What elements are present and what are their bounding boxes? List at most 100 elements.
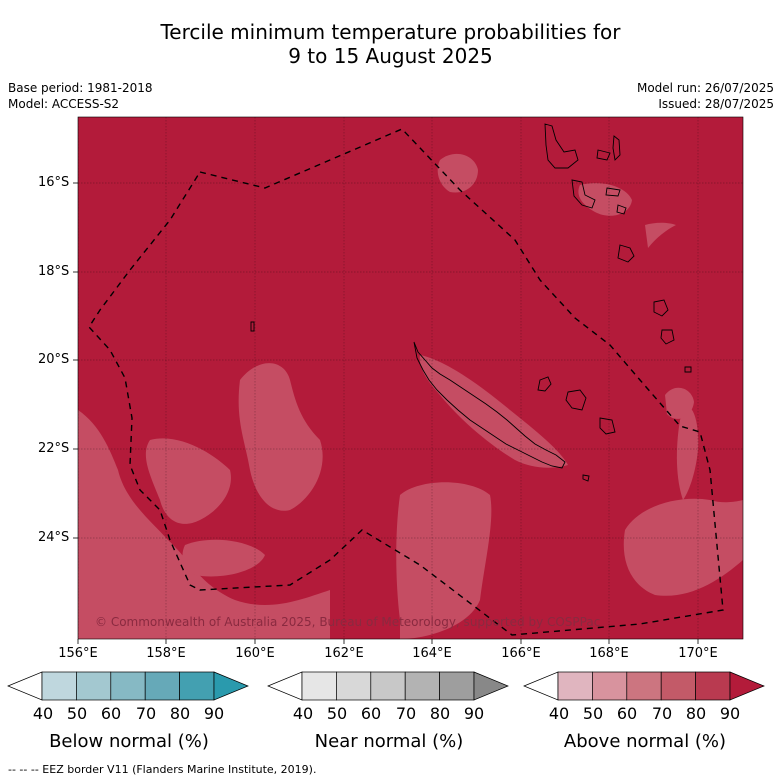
map-frame [77, 116, 744, 640]
colorbar-segment [557, 671, 593, 701]
below-tick-60: 60 [100, 704, 122, 723]
colorbar-segment [144, 671, 180, 701]
above-normal-title: Above normal (%) [563, 731, 727, 752]
above-tick-70: 70 [651, 704, 673, 723]
colorbar-segment [660, 671, 696, 701]
loyalty-island-1 [537, 376, 552, 392]
copyright-text: © Commonwealth of Australia 2025, Bureau… [95, 615, 600, 629]
colorbar-segment [592, 671, 628, 701]
region-east-patch [645, 222, 676, 248]
vanuatu-ambrym [605, 187, 621, 197]
colorbar-low-end [7, 671, 43, 701]
eez-footer-note: -- -- -- EEZ border V11 (Flanders Marine… [8, 763, 317, 776]
region-east-lower [623, 498, 743, 596]
region-south-lobe [145, 438, 231, 524]
above-tick-80: 80 [685, 704, 707, 723]
lon-label-158e: 158°E [146, 646, 186, 661]
axis-ticks [73, 182, 699, 644]
region-new-caledonia-halo [419, 355, 568, 468]
near-tick-60: 60 [360, 704, 382, 723]
base-period-label: Base period: 1981-2018 [8, 81, 153, 95]
vanuatu-erromango [653, 299, 669, 317]
above-tick-50: 50 [582, 704, 604, 723]
new-caledonia-coast [413, 341, 566, 469]
vanuatu-tanna [660, 329, 675, 345]
below-tick-70: 70 [135, 704, 157, 723]
chesterfield-islands [250, 321, 255, 332]
lighter-probability-regions [78, 153, 743, 639]
colorbar-segment [301, 671, 337, 701]
lon-label-156e: 156°E [58, 646, 98, 661]
near-tick-50: 50 [326, 704, 348, 723]
vanuatu-malakula [571, 179, 596, 209]
lat-label-18s: 18°S [38, 264, 70, 279]
isle-of-pines [582, 474, 590, 482]
model-run-label: Model run: 26/07/2025 [636, 81, 774, 95]
model-label: Model: ACCESS-S2 [8, 97, 120, 111]
below-tick-50: 50 [66, 704, 88, 723]
region-east-strip [676, 407, 699, 500]
chart-title-line2: 9 to 15 August 2025 [288, 44, 493, 68]
lon-label-164e: 164°E [412, 646, 452, 661]
colorbar-low-end [523, 671, 559, 701]
near-tick-90: 90 [463, 704, 485, 723]
coastlines [250, 123, 692, 482]
colorbar-segment [179, 671, 215, 701]
vanuatu-espiritu-santo [544, 123, 579, 169]
colorbar-low-end [267, 671, 303, 701]
lon-label-170e: 170°E [678, 646, 718, 661]
lon-label-166e: 166°E [501, 646, 541, 661]
colorbar-segment [336, 671, 372, 701]
lon-label-168e: 168°E [589, 646, 629, 661]
eez-border [88, 128, 724, 636]
vanuatu-aneityum [684, 366, 692, 373]
below-tick-40: 40 [32, 704, 54, 723]
near-tick-70: 70 [395, 704, 417, 723]
colorbar-segment [626, 671, 662, 701]
colorbar-high-end [213, 671, 249, 701]
vanuatu-efate [617, 244, 635, 263]
colorbar-segment [110, 671, 146, 701]
colorbar-high-end [473, 671, 509, 701]
colorbar-above-normal [523, 671, 765, 701]
lat-label-22s: 22°S [38, 441, 70, 456]
above-tick-90: 90 [719, 704, 741, 723]
colorbar-segment [370, 671, 406, 701]
loyalty-island-3 [599, 417, 616, 435]
region-north-ring [437, 153, 478, 193]
region-center-plume [238, 363, 323, 511]
loyalty-island-2 [565, 389, 587, 411]
lat-label-20s: 20°S [38, 352, 70, 367]
chart-title-line1: Tercile minimum temperature probabilitie… [160, 20, 621, 44]
lon-label-162e: 162°E [324, 646, 364, 661]
graticule [78, 117, 743, 639]
lat-label-24s: 24°S [38, 530, 70, 545]
colorbar-segment [695, 671, 731, 701]
below-normal-title: Below normal (%) [49, 731, 209, 752]
colorbar-segment [41, 671, 77, 701]
near-tick-40: 40 [292, 704, 314, 723]
region-south-center-east [396, 482, 492, 639]
below-tick-90: 90 [203, 704, 225, 723]
issued-label: Issued: 28/07/2025 [658, 97, 774, 111]
colorbar-high-end [729, 671, 765, 701]
near-normal-title: Near normal (%) [314, 731, 464, 752]
above-tick-60: 60 [616, 704, 638, 723]
colorbar-segment [404, 671, 440, 701]
lat-label-16s: 16°S [38, 175, 70, 190]
colorbar-segment [439, 671, 475, 701]
vanuatu-pentecost [612, 135, 621, 161]
colorbar-segment [76, 671, 112, 701]
vanuatu-epi [616, 204, 627, 215]
above-tick-40: 40 [548, 704, 570, 723]
region-south-center [182, 539, 265, 577]
below-tick-80: 80 [169, 704, 191, 723]
near-tick-80: 80 [429, 704, 451, 723]
region-west [78, 410, 330, 639]
lon-label-160e: 160°E [235, 646, 275, 661]
region-east-spot [665, 387, 694, 419]
colorbar-below-normal [7, 671, 249, 701]
colorbar-near-normal [267, 671, 509, 701]
vanuatu-maewo [596, 149, 611, 161]
